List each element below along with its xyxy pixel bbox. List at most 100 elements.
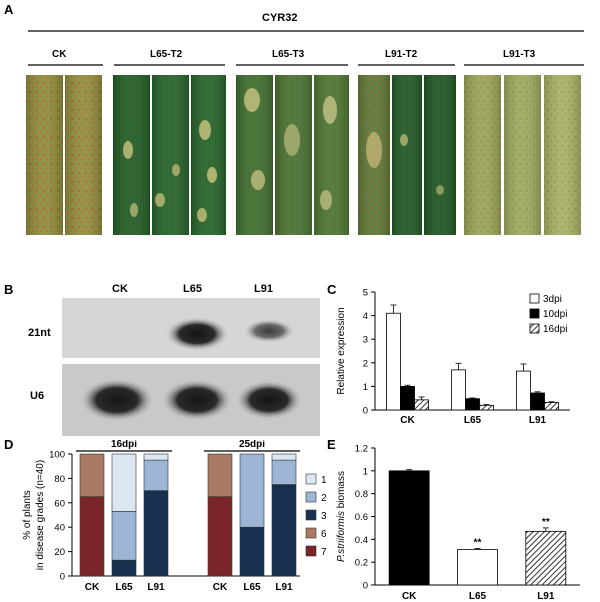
leaf-ck-2 <box>65 75 102 235</box>
stack-25dpi-L91-grade-3 <box>271 484 297 577</box>
panel-a-letter: A <box>4 2 14 17</box>
bar-L65 <box>457 549 498 586</box>
x-tick-label: L65 <box>115 582 133 593</box>
y-tick-label: 1 <box>363 466 368 477</box>
legend-swatch-1 <box>305 473 317 485</box>
y-tick-label: 100 <box>49 450 65 461</box>
y-axis-label-rest: biomass <box>336 471 347 511</box>
y-tick-label: 80 <box>54 474 65 485</box>
stack-16dpi-L65-grade-1 <box>111 453 137 512</box>
leaf-l91-t3-2 <box>504 75 541 235</box>
y-axis-label: Relative expression <box>336 307 347 394</box>
y-tick-label: 0 <box>60 572 65 583</box>
y-tick-label: 1.2 <box>355 444 368 455</box>
leaf-l91-t3-1 <box>464 75 501 235</box>
y-tick-label: 1 <box>363 382 368 393</box>
bar-10dpi-L91 <box>530 392 545 411</box>
y-tick-label: 5 <box>363 288 368 299</box>
group-label-25dpi: 25dpi <box>239 440 265 450</box>
bar-3dpi-CK <box>386 312 401 411</box>
band-21nt-l91 <box>243 319 295 343</box>
stack-25dpi-L91-grade-1 <box>271 453 297 461</box>
leaf-l65-t3-1 <box>236 75 273 235</box>
legend-label: 6 <box>321 529 327 540</box>
x-tick-label: L91 <box>275 582 293 593</box>
bar-16dpi-L65 <box>479 404 494 411</box>
bar-16dpi-L91 <box>544 402 559 411</box>
strain-label: CYR32 <box>262 12 298 24</box>
group-label-l91-t3: L91-T3 <box>503 49 536 60</box>
panel-b-letter: B <box>4 282 14 297</box>
stack-16dpi-CK-grade-7 <box>79 496 105 577</box>
bar-10dpi-CK <box>400 386 415 411</box>
bar-L91 <box>525 530 567 586</box>
bar-CK <box>388 470 430 586</box>
bar-3dpi-L91 <box>516 370 531 411</box>
leaf-l65-t2-3 <box>191 75 226 235</box>
leaf-l65-t2-2 <box>152 75 189 235</box>
legend-swatch-6 <box>305 527 317 539</box>
legend-swatch <box>529 308 540 319</box>
significance-mark: ** <box>542 517 550 528</box>
x-tick-label: L65 <box>243 582 261 593</box>
legend-label: 16dpi <box>543 324 567 335</box>
group-label-16dpi: 16dpi <box>111 440 137 450</box>
y-tick-label: 2 <box>363 358 368 369</box>
leaf-l65-t3-2 <box>275 75 312 235</box>
leaf-l91-t2-2 <box>392 75 422 235</box>
leaf-ck-1 <box>26 75 63 235</box>
stack-25dpi-CK-grade-6 <box>207 453 233 498</box>
band-u6-ck <box>79 378 155 422</box>
y-tick-label: 60 <box>54 498 65 509</box>
y-axis-label: P.striiformis biomass <box>336 471 347 562</box>
band-21nt-l65 <box>165 317 229 351</box>
northern-blot <box>62 298 320 436</box>
y-tick-label: 0.6 <box>355 512 368 523</box>
x-tick-label: CK <box>213 582 228 593</box>
y-tick-label: 0 <box>363 581 368 592</box>
legend-label: 1 <box>321 475 327 486</box>
stack-16dpi-L65-grade-2 <box>111 511 137 561</box>
group-label-l65-t3: L65-T3 <box>272 49 305 60</box>
legend-label: 3 <box>321 511 327 522</box>
group-label-l65-t2: L65-T2 <box>150 49 183 60</box>
group-label-ck: CK <box>52 49 67 60</box>
legend-label: 7 <box>321 547 327 558</box>
panel-e-letter: E <box>327 437 336 452</box>
legend-swatch <box>529 293 540 304</box>
y-tick-label: 40 <box>54 523 65 534</box>
stack-16dpi-L91-grade-3 <box>143 490 169 577</box>
stack-16dpi-L65-grade-3 <box>111 559 137 577</box>
chart-c: 0 1 2 3 4 5 Relative expression CK L65 L91 3dpi 10d… <box>336 288 570 426</box>
y-axis-label-line2: in disease grades (n=40) <box>35 460 46 570</box>
legend-label: 10dpi <box>543 309 567 320</box>
x-tick-label: L91 <box>529 415 547 426</box>
x-tick-label: L65 <box>464 415 482 426</box>
y-tick-label: 4 <box>363 311 368 322</box>
y-tick-label: 3 <box>363 335 368 346</box>
chart-d: 0 20 40 60 80 100 % of plants in disease grades… <box>22 440 327 593</box>
blot-col-l65: L65 <box>183 283 202 295</box>
x-tick-label: CK <box>85 582 100 593</box>
bar-16dpi-CK <box>414 399 429 411</box>
bar-3dpi-L65 <box>451 369 466 411</box>
chart-e: 0 0.2 0.4 0.6 0.8 1 1.2 P.striiformis biomass CK… <box>336 444 580 600</box>
y-axis-label-italic: P.striiformis <box>336 511 347 562</box>
y-tick-label: 0.8 <box>355 489 368 500</box>
x-tick-label: CK <box>400 415 415 426</box>
y-tick-label: 20 <box>54 547 65 558</box>
legend-label: 2 <box>321 493 327 504</box>
stack-16dpi-L91-grade-1 <box>143 453 169 461</box>
y-tick-label: 0 <box>363 406 368 417</box>
stack-16dpi-CK-grade-6 <box>79 453 105 498</box>
blot-col-l91: L91 <box>254 283 273 295</box>
band-u6-l65 <box>161 379 233 421</box>
legend-swatch <box>529 323 540 334</box>
legend-label: 3dpi <box>543 294 562 305</box>
leaf-l91-t2-1 <box>358 75 390 235</box>
x-tick-label: L91 <box>537 591 555 600</box>
panel-a-figure <box>26 30 584 235</box>
y-tick-label: 0.2 <box>355 558 368 569</box>
band-u6-l91 <box>235 380 303 420</box>
leaf-l65-t3-3 <box>314 75 349 235</box>
